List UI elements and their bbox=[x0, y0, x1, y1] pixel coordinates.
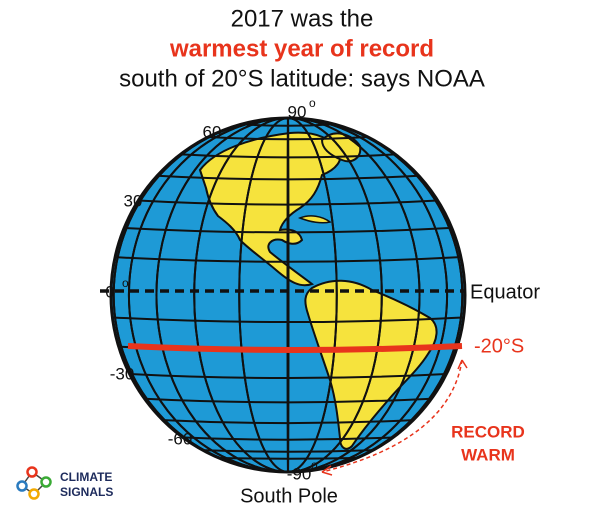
latitude-label: -90 bbox=[287, 464, 312, 483]
note-line: RECORD bbox=[451, 422, 525, 441]
south-america bbox=[304, 279, 438, 450]
latitude-line bbox=[237, 123, 339, 127]
latitude-line bbox=[152, 174, 424, 181]
latitude-line bbox=[177, 436, 399, 441]
logo-text: SIGNALS bbox=[60, 485, 113, 499]
title-line: south of 20°S latitude: says NOAA bbox=[119, 65, 485, 92]
pole-label: South Pole bbox=[240, 485, 338, 507]
band-label: -20°S bbox=[474, 335, 524, 357]
longitude-line bbox=[286, 118, 290, 472]
latitude-line bbox=[175, 153, 401, 159]
logo-text: CLIMATE bbox=[60, 470, 112, 484]
caribbean bbox=[297, 215, 332, 224]
latitude-band-line bbox=[127, 343, 463, 353]
title-highlight: warmest year of record bbox=[169, 35, 434, 62]
degree-mark: o bbox=[309, 96, 316, 110]
latitude-label: 60 bbox=[203, 122, 222, 141]
longitude-line bbox=[112, 118, 464, 472]
latitude-line bbox=[197, 448, 379, 453]
latitude-line bbox=[111, 255, 465, 263]
degree-mark: o bbox=[122, 276, 129, 290]
latitude-line bbox=[213, 456, 363, 460]
latitude-line bbox=[203, 135, 373, 141]
arrow-head bbox=[321, 465, 333, 476]
latitude-line bbox=[124, 372, 452, 380]
latitude-line bbox=[139, 397, 437, 404]
latitude-label: -60 bbox=[168, 429, 193, 448]
longitude-line bbox=[127, 118, 449, 472]
arrow-head bbox=[457, 359, 468, 370]
latitude-label: 30 bbox=[124, 191, 143, 210]
latitude-line bbox=[111, 316, 465, 324]
latitude-label: 0 bbox=[105, 282, 114, 301]
latitude-line bbox=[119, 226, 457, 234]
degree-mark: o bbox=[311, 458, 318, 472]
latitude-line bbox=[133, 199, 443, 206]
title-line: 2017 was the bbox=[231, 5, 374, 32]
logo: CLIMATE SIGNALS bbox=[16, 466, 113, 500]
longitude-line bbox=[155, 118, 421, 472]
globe-outline bbox=[109, 116, 467, 474]
globe bbox=[100, 116, 468, 476]
longitude-line bbox=[193, 118, 383, 472]
latitude-label: -30 bbox=[110, 364, 135, 383]
latitude-label: 90 bbox=[288, 102, 307, 121]
equator-label: Equator bbox=[470, 281, 540, 303]
longitude-line bbox=[238, 118, 338, 472]
latitude-line bbox=[157, 418, 419, 425]
note-line: WARM bbox=[461, 445, 515, 464]
